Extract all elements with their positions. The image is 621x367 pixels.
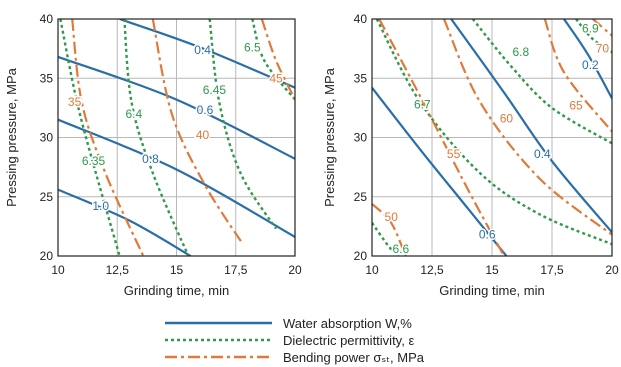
dielectric-contour-6.35 <box>59 19 121 256</box>
dielectric-contour-6.45 <box>208 19 278 230</box>
x-tick-label: 17,5 <box>540 263 564 277</box>
x-tick-label: 20 <box>288 263 302 277</box>
water-contour-label: 0.4 <box>534 147 551 161</box>
dielectric-legend-label: Dielectric permittivity, ε <box>283 333 414 348</box>
bending-contour-label: 40 <box>196 128 210 142</box>
x-tick-label: 12,5 <box>106 263 130 277</box>
x-tick-label: 12,5 <box>420 263 444 277</box>
water-contour-0.6 <box>372 87 508 256</box>
bending-contour-35 <box>71 19 145 256</box>
y-axis-label: Pressing pressure, MPa <box>322 67 337 206</box>
bending-contour-40 <box>151 19 244 245</box>
dielectric-contour-label: 6.35 <box>82 154 106 168</box>
dielectric-contour-label: 6.6 <box>392 242 409 256</box>
x-tick-label: 15 <box>485 263 499 277</box>
y-tick-label: 25 <box>40 190 54 204</box>
x-axis-label: Grinding time, min <box>124 283 229 298</box>
water-contour-0.2 <box>563 19 612 99</box>
y-tick-label: 20 <box>354 249 368 263</box>
x-tick-label: 20 <box>605 263 619 277</box>
y-tick-label: 40 <box>354 12 368 26</box>
water-contour-label: 0.6 <box>197 103 214 117</box>
right-contour-chart: 0.2 0.4 0.6 6.6 6.7 6.8 6.9 50 55 60 65 70 10 12,5 15 1… <box>322 12 619 298</box>
y-axis-label: Pressing pressure, MPa <box>4 67 19 206</box>
bending-contour-65 <box>543 19 612 133</box>
bending-contour-50 <box>372 203 407 256</box>
bending-contour-label: 55 <box>447 147 461 161</box>
y-tick-label: 40 <box>40 12 54 26</box>
bending-contour-60 <box>442 19 612 236</box>
y-tick-label: 20 <box>40 249 54 263</box>
x-tick-label: 15 <box>170 263 184 277</box>
bending-contour-55 <box>378 19 505 256</box>
water-contour-label: 1.0 <box>92 199 109 213</box>
bending-contour-45 <box>260 19 295 101</box>
water-contour-label: 0.4 <box>194 43 211 57</box>
bending-contour-label: 50 <box>385 210 399 224</box>
plot-frame <box>371 18 613 257</box>
water-contour-0.4 <box>119 19 295 89</box>
bending-legend-label: Bending power σₛₜ, MPa <box>283 350 425 365</box>
plot-frame <box>57 18 296 257</box>
y-tick-label: 25 <box>354 190 368 204</box>
dielectric-contour-6.5 <box>251 19 295 101</box>
water-contour-0.8 <box>58 118 295 238</box>
y-tick-label: 35 <box>354 71 368 85</box>
water-contour-0.4 <box>450 19 612 234</box>
bending-contour-label: 70 <box>596 42 610 56</box>
bending-contour-label: 60 <box>500 112 514 126</box>
x-tick-label: 17,5 <box>224 263 248 277</box>
bending-contour-70 <box>592 19 612 37</box>
dielectric-contour-label: 6.7 <box>414 97 431 111</box>
left-contour-chart: 0.4 0.6 0.8 1.0 6.35 6.4 6.45 6.5 35 40 45 10 12,5 15… <box>4 12 302 298</box>
water-contour-label: 0.2 <box>582 58 599 72</box>
dielectric-contour-label: 6.45 <box>203 83 227 97</box>
bending-contour-label: 65 <box>569 99 583 113</box>
dielectric-contour-label: 6.4 <box>125 107 142 121</box>
y-tick-label: 35 <box>40 71 54 85</box>
legend: Water absorption W,% Dielectric permittiv… <box>165 316 425 365</box>
water-legend-label: Water absorption W,% <box>283 316 412 331</box>
x-axis-label: Grinding time, min <box>439 283 544 298</box>
water-contour-0.6 <box>58 55 295 160</box>
dielectric-contour-6.6 <box>372 222 400 256</box>
water-contour-1.0 <box>58 188 192 256</box>
x-tick-label: 10 <box>51 263 65 277</box>
bending-contour-label: 45 <box>269 71 283 85</box>
dielectric-contour-6.7 <box>375 19 612 246</box>
x-tick-label: 10 <box>365 263 379 277</box>
dielectric-contour-6.9 <box>575 19 612 54</box>
bending-contour-label: 35 <box>68 95 82 109</box>
y-tick-label: 30 <box>354 131 368 145</box>
dielectric-contour-label: 6.8 <box>512 45 529 59</box>
dielectric-contour-label: 6.9 <box>582 21 599 35</box>
y-tick-label: 30 <box>40 131 54 145</box>
water-contour-label: 0.6 <box>479 228 496 242</box>
water-contour-label: 0.8 <box>142 152 159 166</box>
dielectric-contour-label: 6.5 <box>244 40 261 54</box>
